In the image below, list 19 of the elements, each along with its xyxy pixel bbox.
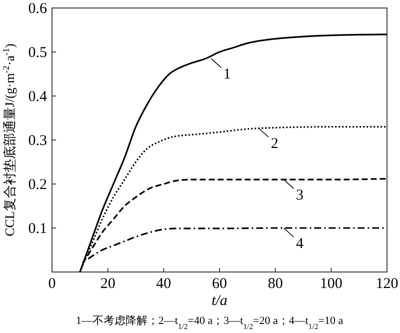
- y-tick-label: 0.4: [28, 89, 48, 105]
- y-tick-label: 0.3: [28, 133, 47, 149]
- x-tick-label: 0: [48, 276, 56, 292]
- x-axis-title: t/a: [212, 293, 228, 309]
- x-tick-label: 20: [100, 276, 116, 292]
- annotation: 2: [270, 136, 278, 152]
- x-tick-label: 40: [156, 276, 172, 292]
- annotation: 3: [296, 188, 304, 204]
- annotation: 1: [223, 66, 231, 83]
- x-tick-label: 60: [212, 276, 227, 292]
- annotation: 4: [296, 236, 304, 252]
- x-tick-label: 100: [320, 276, 342, 292]
- y-tick-label: 0.5: [28, 45, 47, 61]
- text: 1—不考虑降解；2—t$_{1/2}$=40 a；3—t$_{1/2}$=20 a；4—t$_{1/2}$=10 a: [76, 314, 344, 330]
- y-tick-label: 0.6: [28, 1, 48, 17]
- x-tick-label: 120: [376, 276, 398, 292]
- y-tick-label: 0.2: [28, 177, 47, 193]
- x-tick-label: 80: [268, 276, 283, 292]
- y-tick-label: 0.1: [28, 221, 47, 237]
